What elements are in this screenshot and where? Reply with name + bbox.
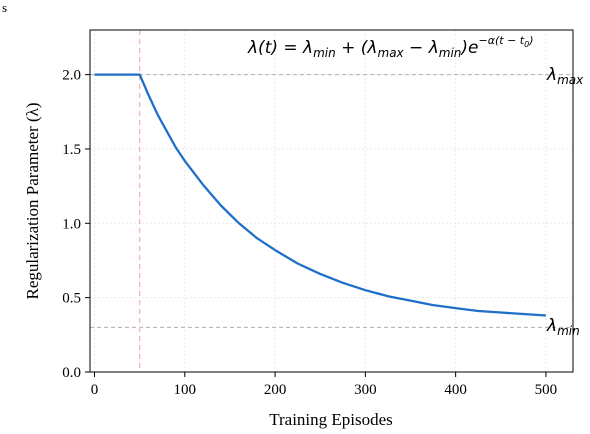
plot-frame [89,29,574,373]
y-axis-label: Regularization Parameter (λ) [23,102,42,299]
reference-lines [90,30,573,372]
lambda-max-label: λmax [546,65,584,87]
series-line [94,73,546,317]
x-tick-label: 100 [174,382,197,398]
x-axis-label: Training Episodes [269,410,393,429]
y-tick-label: 1.0 [62,216,81,232]
y-tick-label: 2.0 [62,68,81,84]
grid [90,30,573,373]
y-tick-label: 0.0 [62,365,81,381]
x-tick-label: 500 [535,382,558,398]
x-axis-ticks: 0 100 200 300 400 500 [91,372,557,398]
lambda-min-label: λmin [546,316,580,338]
series-layer [94,73,546,317]
x-tick-label: 300 [354,382,377,398]
corner-glyph: s [2,0,7,15]
y-axis-ticks: 0.0 0.5 1.0 1.5 2.0 [62,68,90,381]
x-tick-label: 200 [264,382,287,398]
x-tick-label: 400 [444,382,467,398]
x-tick-label: 0 [91,382,99,398]
y-tick-label: 1.5 [62,142,81,158]
formula-annotation: λ(t) = λmin + (λmax − λmin)e−α(t − t0) [247,34,534,60]
y-tick-label: 0.5 [62,291,81,307]
